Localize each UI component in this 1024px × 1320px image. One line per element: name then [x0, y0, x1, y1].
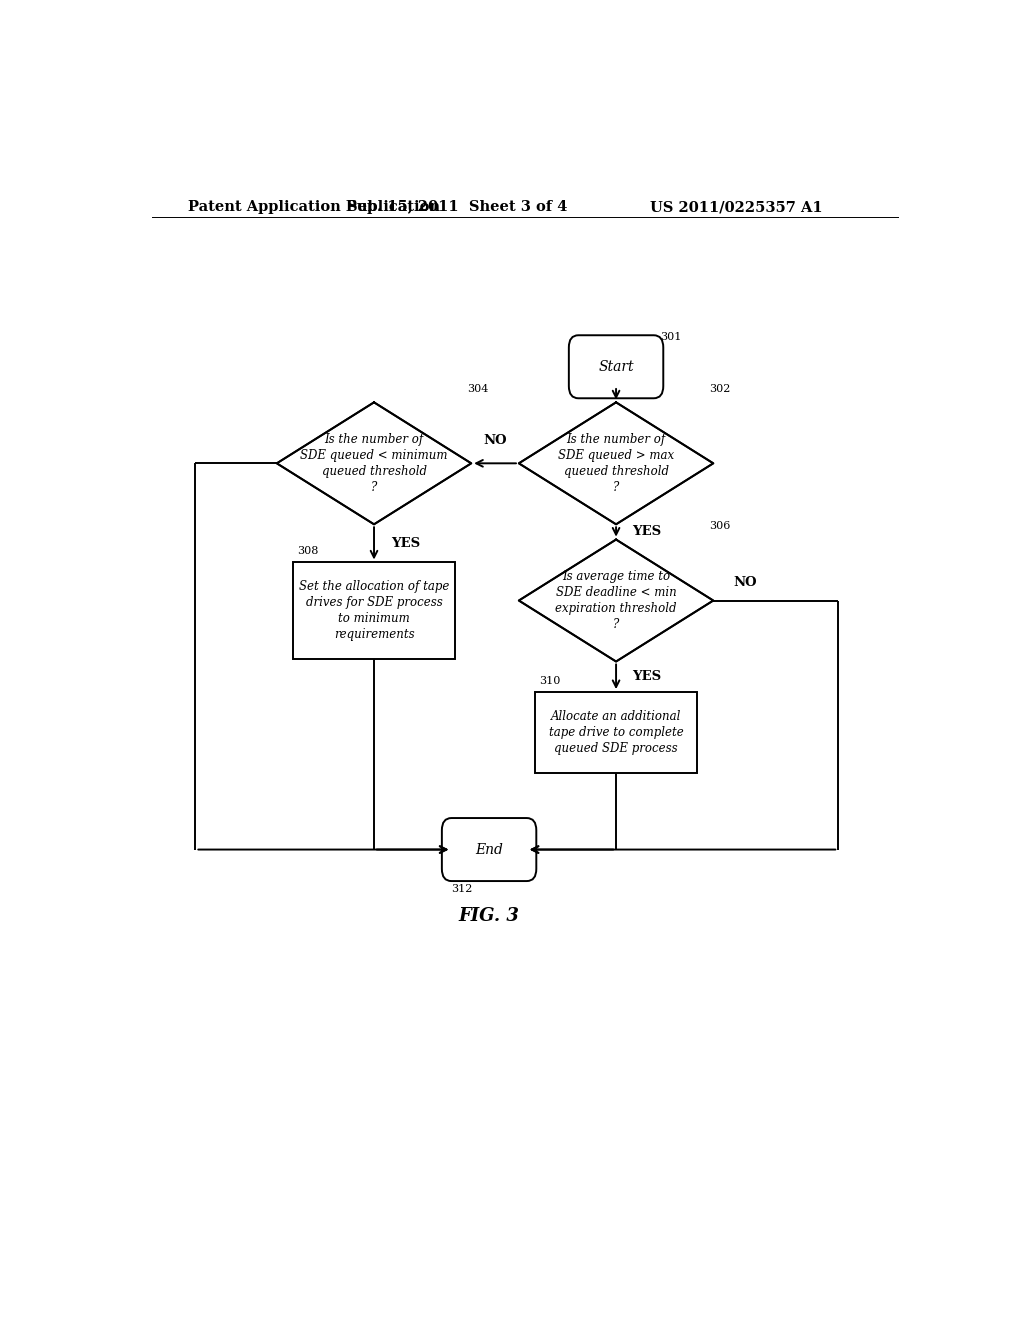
Text: Start: Start	[598, 360, 634, 374]
Text: 302: 302	[710, 384, 731, 395]
Polygon shape	[519, 403, 714, 524]
Text: US 2011/0225357 A1: US 2011/0225357 A1	[650, 201, 822, 214]
Bar	[535, 692, 697, 774]
Text: 312: 312	[452, 884, 473, 894]
Polygon shape	[519, 540, 714, 661]
FancyBboxPatch shape	[442, 818, 537, 880]
Text: Is the number of
SDE queued < minimum
queued threshold
?: Is the number of SDE queued < minimum qu…	[300, 433, 447, 494]
Text: Patent Application Publication: Patent Application Publication	[187, 201, 439, 214]
Text: Is average time to
SDE deadline < min
expiration threshold
?: Is average time to SDE deadline < min ex…	[555, 570, 677, 631]
Text: Set the allocation of tape
drives for SDE process
to minimum
requirements: Set the allocation of tape drives for SD…	[299, 581, 450, 642]
Text: YES: YES	[632, 671, 660, 684]
Text: 310: 310	[539, 676, 560, 686]
Text: NO: NO	[483, 434, 507, 447]
Text: Allocate an additional
tape drive to complete
queued SDE process: Allocate an additional tape drive to com…	[549, 710, 683, 755]
Text: 308: 308	[297, 546, 318, 556]
Text: YES: YES	[632, 525, 660, 539]
Text: FIG. 3: FIG. 3	[459, 907, 519, 924]
Text: Sep. 15, 2011  Sheet 3 of 4: Sep. 15, 2011 Sheet 3 of 4	[347, 201, 567, 214]
Text: 306: 306	[710, 521, 731, 532]
Text: 301: 301	[660, 333, 682, 342]
FancyBboxPatch shape	[569, 335, 664, 399]
Text: NO: NO	[733, 576, 757, 589]
Text: 304: 304	[467, 384, 488, 395]
Text: End: End	[475, 842, 503, 857]
Text: YES: YES	[391, 537, 420, 550]
Polygon shape	[276, 403, 471, 524]
Text: Is the number of
SDE queued > max
queued threshold
?: Is the number of SDE queued > max queued…	[558, 433, 674, 494]
Bar	[293, 562, 456, 659]
